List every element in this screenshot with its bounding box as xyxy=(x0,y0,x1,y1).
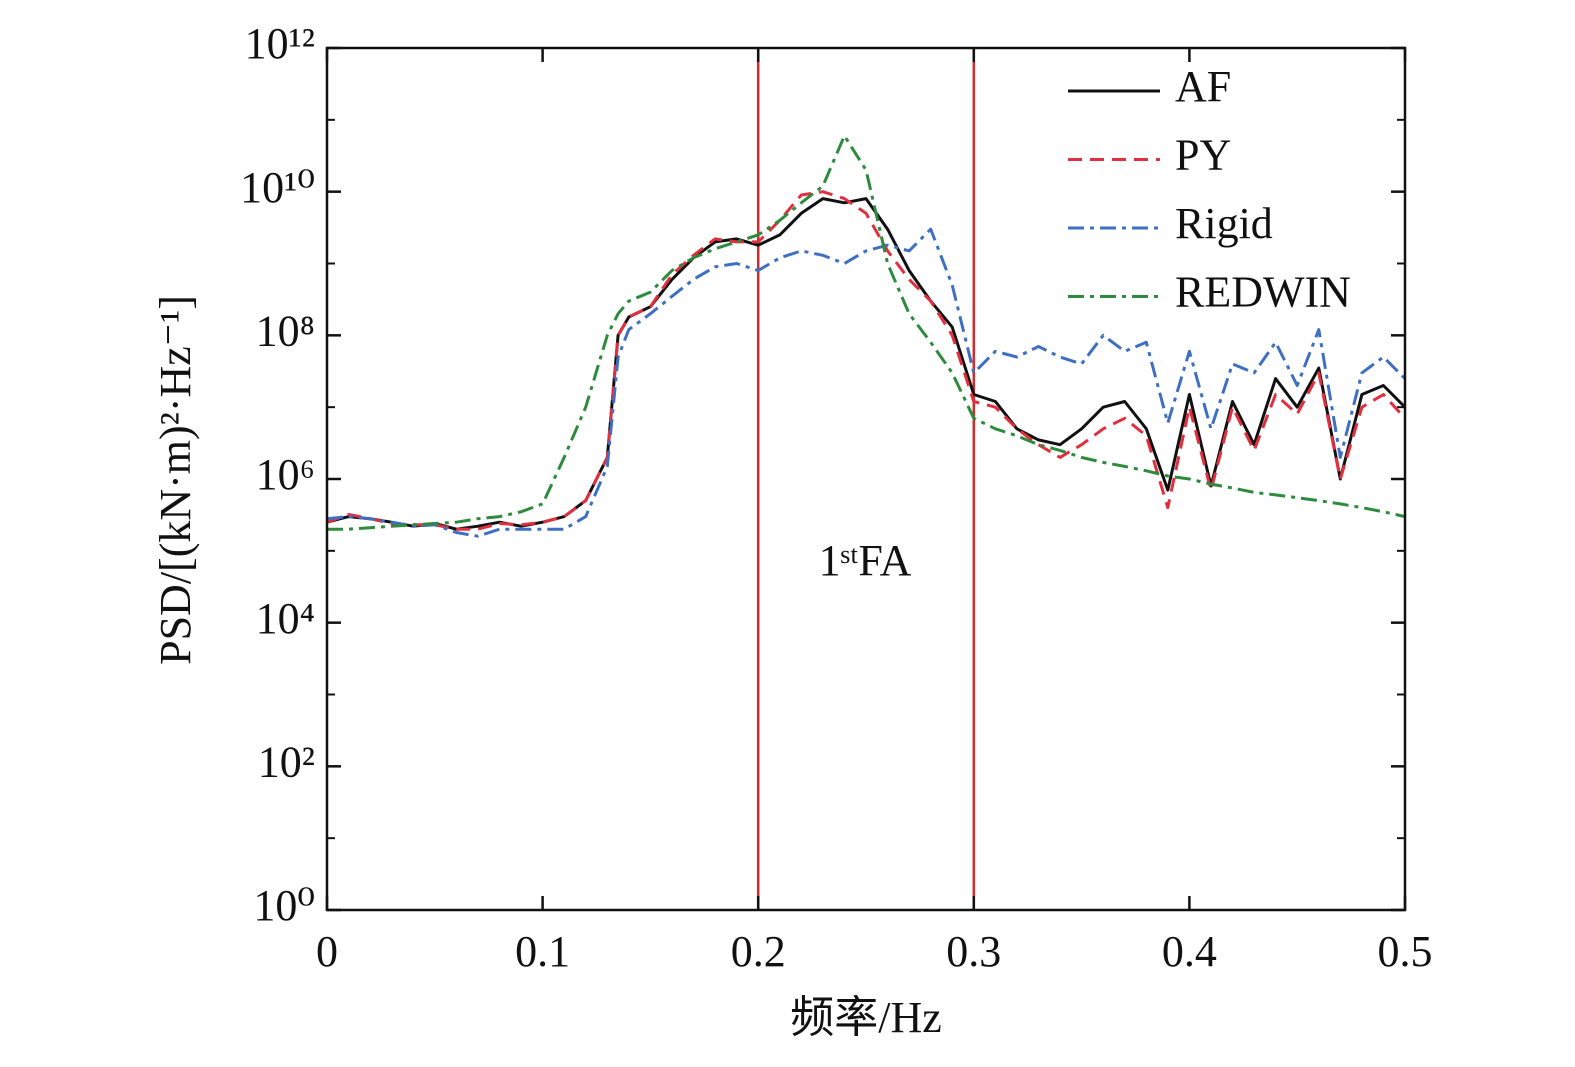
series-line xyxy=(326,197,1407,531)
series-line xyxy=(326,227,1407,538)
legend-label: REDWIN xyxy=(1175,268,1351,317)
x-tick-label: 0.5 xyxy=(1378,927,1433,976)
legend-label: Rigid xyxy=(1175,199,1273,248)
x-tick-label: 0 xyxy=(316,927,338,976)
x-tick-label: 0.1 xyxy=(515,927,570,976)
y-tick-label: 10¹⁰ xyxy=(240,163,315,212)
y-tick-label: 10⁶ xyxy=(256,450,315,499)
y-tick-label: 10⁴ xyxy=(256,594,315,643)
y-tick-label: 10² xyxy=(258,737,315,786)
annotation: 1ˢᵗFA xyxy=(819,536,912,585)
x-tick-label: 0.3 xyxy=(946,927,1001,976)
y-tick-label: 10⁸ xyxy=(256,306,315,355)
series-line xyxy=(326,190,1407,531)
y-tick-label: 10¹² xyxy=(245,19,315,68)
x-axis-label: 频率/Hz xyxy=(790,993,942,1042)
series-line xyxy=(327,134,1406,531)
y-tick-label: 10⁰ xyxy=(253,881,315,930)
y-axis-label: PSD/[(kN·m)²·Hz⁻¹] xyxy=(151,295,200,665)
x-tick-label: 0.2 xyxy=(731,927,786,976)
legend-label: PY xyxy=(1175,131,1231,180)
x-tick-label: 0.4 xyxy=(1162,927,1217,976)
legend-label: AF xyxy=(1175,62,1231,111)
plot-frame xyxy=(325,46,1407,912)
